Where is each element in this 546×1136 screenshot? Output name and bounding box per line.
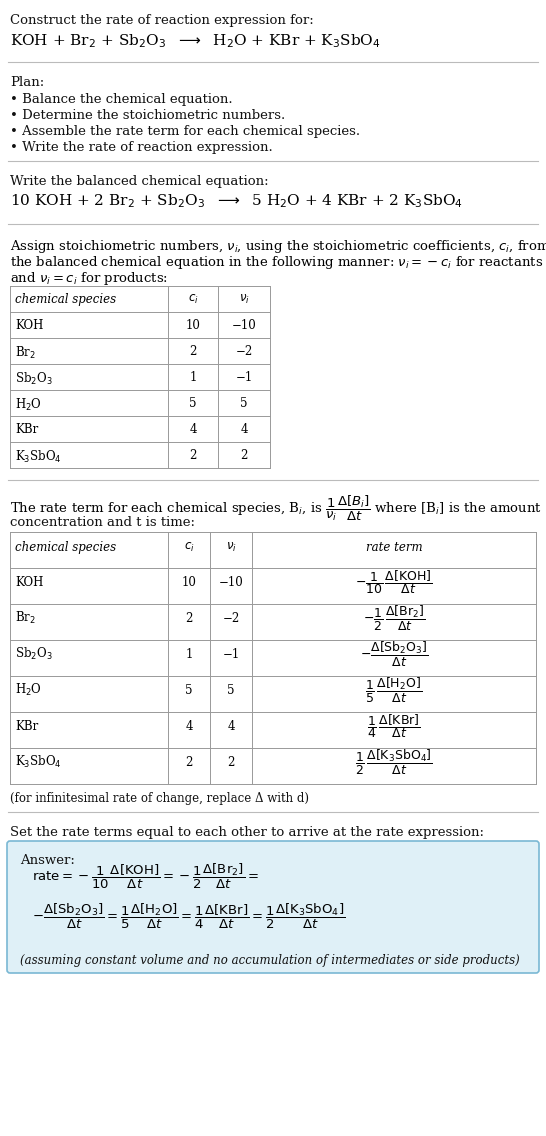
Text: rate term: rate term: [366, 541, 422, 554]
Text: 2: 2: [185, 611, 193, 625]
Text: $-\dfrac{\Delta[\mathrm{Sb_2O_3}]}{\Delta t} = \dfrac{1}{5}\dfrac{\Delta[\mathrm: $-\dfrac{\Delta[\mathrm{Sb_2O_3}]}{\Delt…: [32, 901, 346, 930]
Text: Br$_2$: Br$_2$: [15, 345, 36, 361]
Text: Write the balanced chemical equation:: Write the balanced chemical equation:: [10, 175, 269, 187]
Text: −10: −10: [218, 576, 244, 588]
Text: 4: 4: [189, 423, 197, 436]
Text: 4: 4: [185, 719, 193, 733]
Text: $\dfrac{1}{5}\,\dfrac{\Delta[\mathrm{H_2O}]}{\Delta t}$: $\dfrac{1}{5}\,\dfrac{\Delta[\mathrm{H_2…: [365, 676, 423, 704]
Text: KOH: KOH: [15, 576, 43, 588]
Text: KOH: KOH: [15, 319, 43, 332]
Text: chemical species: chemical species: [15, 541, 116, 554]
Text: (assuming constant volume and no accumulation of intermediates or side products): (assuming constant volume and no accumul…: [20, 954, 520, 967]
Text: −1: −1: [222, 648, 240, 660]
Text: KBr: KBr: [15, 719, 38, 733]
Text: 2: 2: [227, 755, 235, 768]
Text: • Write the rate of reaction expression.: • Write the rate of reaction expression.: [10, 141, 273, 154]
Text: • Assemble the rate term for each chemical species.: • Assemble the rate term for each chemic…: [10, 125, 360, 137]
Text: K$_3$SbO$_4$: K$_3$SbO$_4$: [15, 449, 62, 465]
Text: KOH + Br$_2$ + Sb$_2$O$_3$  $\longrightarrow$  H$_2$O + KBr + K$_3$SbO$_4$: KOH + Br$_2$ + Sb$_2$O$_3$ $\longrightar…: [10, 32, 381, 50]
Text: 1: 1: [185, 648, 193, 660]
Text: −2: −2: [222, 611, 240, 625]
Text: • Balance the chemical equation.: • Balance the chemical equation.: [10, 93, 233, 106]
Text: Set the rate terms equal to each other to arrive at the rate expression:: Set the rate terms equal to each other t…: [10, 826, 484, 840]
Text: Answer:: Answer:: [20, 854, 75, 867]
Text: −10: −10: [232, 319, 257, 332]
Text: $c_i$: $c_i$: [183, 541, 194, 554]
Text: concentration and t is time:: concentration and t is time:: [10, 516, 195, 529]
Text: $c_i$: $c_i$: [188, 293, 198, 306]
Text: Construct the rate of reaction expression for:: Construct the rate of reaction expressio…: [10, 14, 314, 27]
Text: $\nu_i$: $\nu_i$: [239, 293, 250, 306]
Text: −2: −2: [235, 345, 253, 358]
Text: $\dfrac{1}{2}\,\dfrac{\Delta[\mathrm{K_3SbO_4}]}{\Delta t}$: $\dfrac{1}{2}\,\dfrac{\Delta[\mathrm{K_3…: [355, 747, 433, 777]
Text: 4: 4: [227, 719, 235, 733]
Text: and $\nu_i = c_i$ for products:: and $\nu_i = c_i$ for products:: [10, 270, 168, 287]
Text: 1: 1: [189, 371, 197, 384]
Text: 2: 2: [189, 449, 197, 462]
Text: $-\dfrac{\Delta[\mathrm{Sb_2O_3}]}{\Delta t}$: $-\dfrac{\Delta[\mathrm{Sb_2O_3}]}{\Delt…: [360, 640, 428, 668]
Text: K$_3$SbO$_4$: K$_3$SbO$_4$: [15, 754, 62, 770]
Text: 5: 5: [227, 684, 235, 696]
Text: Br$_2$: Br$_2$: [15, 610, 36, 626]
FancyBboxPatch shape: [7, 841, 539, 974]
Text: 10: 10: [182, 576, 197, 588]
Text: $\dfrac{1}{4}\,\dfrac{\Delta[\mathrm{KBr}]}{\Delta t}$: $\dfrac{1}{4}\,\dfrac{\Delta[\mathrm{KBr…: [367, 712, 421, 740]
Text: 2: 2: [240, 449, 248, 462]
Text: chemical species: chemical species: [15, 293, 116, 306]
Text: $\mathrm{rate} = -\dfrac{1}{10}\dfrac{\Delta[\mathrm{KOH}]}{\Delta t} = -\dfrac{: $\mathrm{rate} = -\dfrac{1}{10}\dfrac{\D…: [32, 861, 259, 891]
Text: H$_2$O: H$_2$O: [15, 396, 42, 414]
Text: The rate term for each chemical species, B$_i$, is $\dfrac{1}{\nu_i}\dfrac{\Delt: The rate term for each chemical species,…: [10, 494, 542, 524]
Text: 4: 4: [240, 423, 248, 436]
Text: the balanced chemical equation in the following manner: $\nu_i = -c_i$ for react: the balanced chemical equation in the fo…: [10, 254, 543, 272]
Text: $-\dfrac{1}{10}\,\dfrac{\Delta[\mathrm{KOH}]}{\Delta t}$: $-\dfrac{1}{10}\,\dfrac{\Delta[\mathrm{K…: [355, 568, 433, 596]
Text: 10 KOH + 2 Br$_2$ + Sb$_2$O$_3$  $\longrightarrow$  5 H$_2$O + 4 KBr + 2 K$_3$Sb: 10 KOH + 2 Br$_2$ + Sb$_2$O$_3$ $\longri…: [10, 192, 463, 210]
Text: 2: 2: [189, 345, 197, 358]
Text: H$_2$O: H$_2$O: [15, 682, 42, 698]
Text: 10: 10: [186, 319, 200, 332]
Text: −1: −1: [235, 371, 253, 384]
Text: Sb$_2$O$_3$: Sb$_2$O$_3$: [15, 371, 52, 387]
Text: 2: 2: [185, 755, 193, 768]
Text: Plan:: Plan:: [10, 76, 44, 89]
Text: 5: 5: [185, 684, 193, 696]
Text: $\nu_i$: $\nu_i$: [225, 541, 236, 554]
Text: 5: 5: [240, 396, 248, 410]
Text: (for infinitesimal rate of change, replace Δ with d): (for infinitesimal rate of change, repla…: [10, 792, 309, 805]
Text: Assign stoichiometric numbers, $\nu_i$, using the stoichiometric coefficients, $: Assign stoichiometric numbers, $\nu_i$, …: [10, 239, 546, 254]
Text: • Determine the stoichiometric numbers.: • Determine the stoichiometric numbers.: [10, 109, 285, 122]
Text: $-\dfrac{1}{2}\,\dfrac{\Delta[\mathrm{Br_2}]}{\Delta t}$: $-\dfrac{1}{2}\,\dfrac{\Delta[\mathrm{Br…: [363, 603, 425, 633]
Text: Sb$_2$O$_3$: Sb$_2$O$_3$: [15, 646, 52, 662]
Text: 5: 5: [189, 396, 197, 410]
Text: KBr: KBr: [15, 423, 38, 436]
